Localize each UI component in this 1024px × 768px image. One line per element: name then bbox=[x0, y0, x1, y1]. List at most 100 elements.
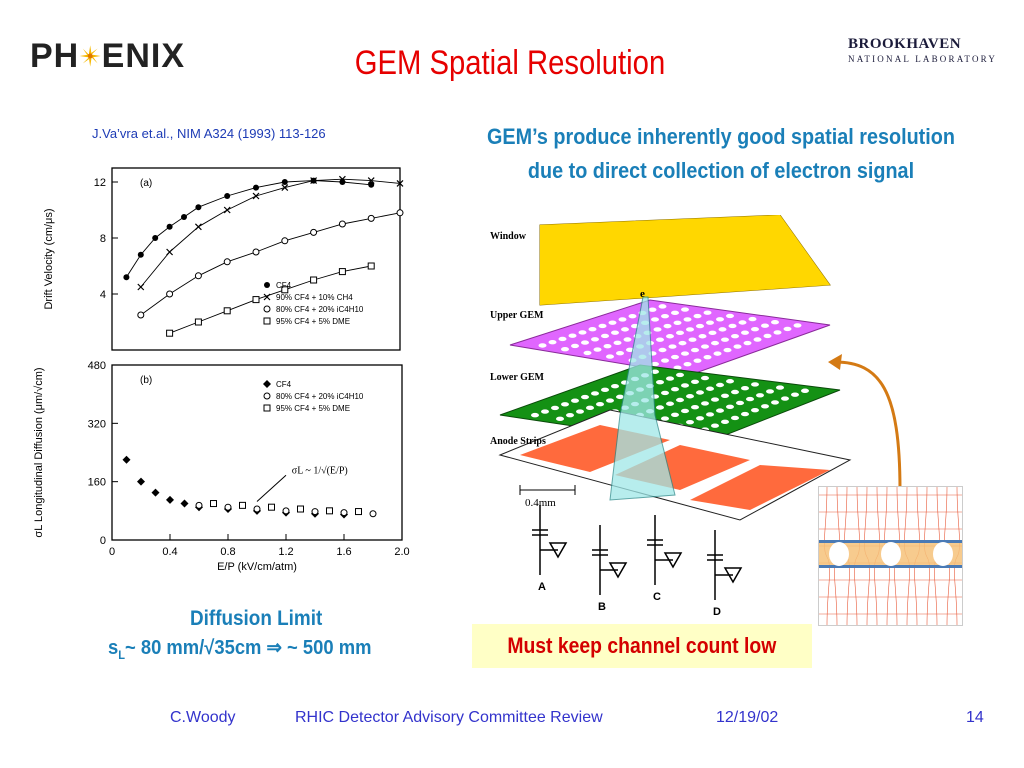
gem-hole bbox=[771, 320, 779, 325]
brookhaven-logo-name: BROOKHAVEN bbox=[848, 36, 962, 52]
gem-hole bbox=[558, 336, 567, 342]
field-hole bbox=[829, 542, 849, 566]
brookhaven-logo-subtitle: NATIONAL LABORATORY bbox=[848, 54, 998, 64]
y-tick-label: 320 bbox=[88, 418, 106, 430]
gem-hole bbox=[556, 416, 564, 422]
callout-arrow bbox=[828, 354, 902, 491]
gem-hole bbox=[751, 326, 759, 332]
data-point bbox=[310, 276, 318, 284]
data-point bbox=[252, 192, 260, 200]
plot-frame bbox=[111, 167, 401, 351]
gem-hole bbox=[676, 372, 684, 378]
x-tick-label: 0.4 bbox=[162, 546, 177, 558]
footer-page-number: 14 bbox=[966, 709, 984, 726]
gem-hole bbox=[731, 389, 739, 395]
gem-hole bbox=[591, 337, 599, 342]
data-point bbox=[223, 258, 231, 266]
gem-hole bbox=[583, 350, 592, 356]
gem-hole bbox=[666, 401, 674, 406]
gem-hole bbox=[591, 391, 599, 396]
gem-hole bbox=[538, 343, 547, 348]
gem-hole bbox=[658, 347, 667, 353]
gem-hole bbox=[676, 330, 684, 336]
gem-hole bbox=[691, 379, 699, 384]
data-point bbox=[151, 488, 160, 497]
gem-hole bbox=[581, 340, 589, 345]
gem-hole bbox=[656, 380, 664, 385]
gem-hole bbox=[736, 400, 744, 406]
gem-detector-diagram: e Window Upper GEM Lower GEM Anode Strip… bbox=[490, 215, 852, 618]
gem-hole bbox=[651, 317, 659, 322]
x-tick-label: 0.8 bbox=[220, 546, 235, 558]
phenix-logo: PH ENIX bbox=[30, 36, 185, 75]
window-label: Window bbox=[490, 231, 527, 242]
x-tick-label: 1.2 bbox=[278, 546, 293, 558]
channel-label: B bbox=[598, 601, 606, 613]
legend-entry: 95% CF4 + 5% DME bbox=[276, 404, 350, 413]
gem-hole bbox=[716, 382, 724, 388]
gem-hole bbox=[731, 333, 739, 339]
legend-entry: 95% CF4 + 5% DME bbox=[276, 317, 350, 326]
gem-hole bbox=[666, 376, 674, 381]
gem-hole bbox=[703, 354, 712, 360]
intro-text: GEM’s produce inherently good spatial re… bbox=[465, 120, 978, 188]
upper-gem-label: Upper GEM bbox=[490, 310, 544, 321]
gem-hole bbox=[673, 320, 682, 325]
intro-line-2: due to direct collection of electron sig… bbox=[527, 158, 915, 183]
footer-author: C.Woody bbox=[170, 709, 236, 726]
legend-marker bbox=[263, 293, 271, 301]
y-tick-label: 4 bbox=[100, 289, 106, 301]
gem-hole bbox=[596, 401, 604, 407]
data-point bbox=[166, 329, 174, 337]
gem-hole bbox=[561, 402, 569, 407]
gem-hole bbox=[748, 316, 757, 322]
gem-hole bbox=[708, 330, 717, 336]
gem-hole bbox=[661, 358, 669, 363]
gem-hole bbox=[681, 351, 689, 356]
electron-label: e bbox=[640, 288, 645, 300]
gem-hole bbox=[671, 310, 679, 316]
gem-hole bbox=[721, 419, 729, 425]
gem-hole bbox=[668, 344, 677, 349]
gem-hole bbox=[706, 412, 714, 417]
gem-hole bbox=[611, 330, 619, 335]
data-point bbox=[369, 510, 377, 518]
gem-hole bbox=[776, 385, 784, 390]
gem-hole bbox=[693, 313, 702, 319]
phenix-logo-text-left: PH bbox=[30, 36, 80, 75]
data-point bbox=[195, 501, 203, 509]
gem-hole bbox=[703, 310, 712, 315]
data-point bbox=[368, 181, 375, 188]
y-axis-label: Drift Velocity (cm/μs) bbox=[43, 208, 55, 309]
y-tick-label: 160 bbox=[88, 477, 106, 489]
gem-hole bbox=[711, 423, 719, 428]
gem-hole bbox=[686, 419, 694, 425]
gem-hole bbox=[601, 333, 609, 339]
x-tick-label: 0 bbox=[109, 546, 115, 558]
data-point bbox=[252, 248, 260, 256]
footer-event: RHIC Detector Advisory Committee Review bbox=[295, 709, 603, 726]
y-tick-label: 12 bbox=[94, 177, 106, 189]
data-point bbox=[367, 214, 375, 222]
intro-line-1: GEM’s produce inherently good spatial re… bbox=[487, 124, 955, 149]
field-hole bbox=[933, 542, 953, 566]
phoenix-star-icon bbox=[79, 45, 102, 67]
channel-label: C bbox=[653, 591, 661, 603]
data-point bbox=[338, 268, 346, 276]
phenix-logo-text-right: ENIX bbox=[101, 36, 185, 75]
gem-hole bbox=[663, 323, 672, 329]
gem-hole bbox=[621, 327, 629, 332]
gem-hole bbox=[688, 337, 697, 342]
gem-hole bbox=[651, 361, 659, 367]
gem-hole bbox=[531, 412, 539, 418]
data-point bbox=[340, 509, 348, 517]
drift-velocity-chart: 4 8 12 (a) CF4 90% CF4 + 10% CH4 80% CF4 + 20%… bbox=[43, 167, 404, 351]
diffusion-limit-title: Diffusion Limit bbox=[190, 607, 323, 630]
gem-hole bbox=[741, 411, 749, 417]
gem-hole bbox=[673, 365, 682, 370]
y-tick-label: 480 bbox=[88, 360, 106, 372]
data-point bbox=[166, 223, 173, 230]
gem-hole bbox=[763, 333, 772, 339]
data-point bbox=[194, 272, 202, 280]
gem-hole bbox=[716, 408, 724, 413]
